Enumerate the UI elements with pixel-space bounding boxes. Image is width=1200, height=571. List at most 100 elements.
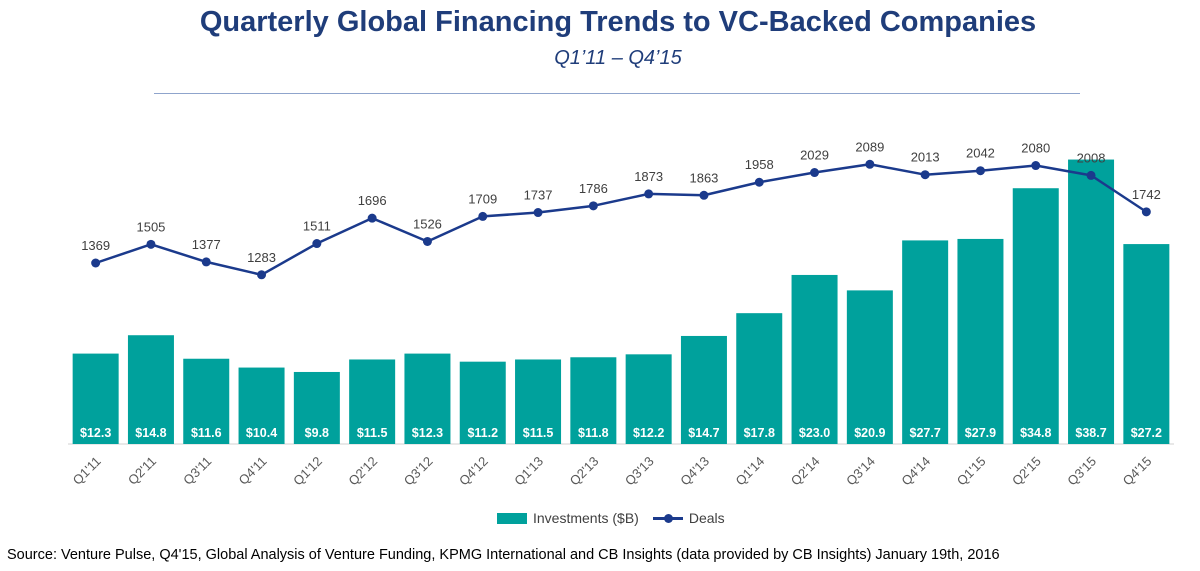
x-tick-label-7: Q4'12	[456, 454, 491, 489]
deals-label-2: 1377	[192, 237, 221, 252]
bar-label-3: $10.4	[246, 426, 277, 440]
deals-label-3: 1283	[247, 250, 276, 265]
deals-point-1	[146, 239, 156, 249]
deals-point-0	[91, 258, 101, 268]
source-note: Source: Venture Pulse, Q4'15, Global Ana…	[7, 547, 1000, 563]
deals-point-18	[1086, 170, 1096, 180]
bar-9	[570, 357, 617, 444]
bar-14	[846, 290, 893, 444]
deals-point-6	[422, 236, 432, 246]
deals-label-12: 1958	[745, 157, 774, 172]
deals-point-19	[1141, 207, 1151, 217]
bar-8	[515, 359, 562, 444]
x-tick-label-14: Q3'14	[843, 454, 878, 489]
x-tick-label-8: Q1'13	[511, 454, 546, 489]
bar-label-14: $20.9	[854, 426, 885, 440]
bar-6	[404, 353, 451, 444]
deals-label-8: 1737	[524, 188, 553, 203]
bar-label-10: $12.2	[633, 426, 664, 440]
deals-label-10: 1873	[634, 169, 663, 184]
bar-0	[72, 353, 119, 444]
title-divider	[154, 93, 1080, 94]
bar-16	[957, 238, 1004, 444]
bar-11	[680, 335, 727, 444]
bar-label-6: $12.3	[412, 426, 443, 440]
deals-label-13: 2029	[800, 148, 829, 163]
bar-label-0: $12.3	[80, 426, 111, 440]
bar-label-19: $27.2	[1131, 426, 1162, 440]
legend-item-investments: Investments ($B)	[497, 510, 639, 526]
legend-swatch-deals	[652, 513, 683, 524]
bar-4	[293, 371, 340, 444]
deals-point-15	[920, 170, 930, 180]
bar-label-16: $27.9	[965, 426, 996, 440]
deals-label-14: 2089	[855, 139, 884, 154]
deals-label-6: 1526	[413, 216, 442, 231]
x-tick-label-13: Q2'14	[788, 454, 823, 489]
bar-label-5: $11.5	[357, 426, 388, 440]
bar-label-13: $23.0	[799, 426, 830, 440]
bar-label-7: $11.2	[467, 426, 498, 440]
bar-13	[791, 274, 838, 444]
deals-point-9	[588, 201, 598, 211]
deals-label-4: 1511	[303, 219, 331, 234]
bar-15	[902, 240, 949, 444]
bar-label-17: $34.8	[1020, 426, 1051, 440]
legend-label-investments: Investments ($B)	[533, 510, 639, 526]
deals-point-17	[1031, 161, 1041, 171]
bar-2	[183, 358, 230, 444]
legend-item-deals: Deals	[652, 510, 725, 526]
legend-label-deals: Deals	[688, 510, 725, 526]
deals-point-10	[644, 189, 654, 199]
x-tick-label-16: Q1'15	[954, 454, 989, 489]
bar-label-8: $11.5	[523, 426, 554, 440]
x-tick-label-5: Q2'12	[345, 454, 380, 489]
bar-5	[349, 359, 396, 444]
bar-label-4: $9.8	[305, 426, 329, 440]
bar-3	[238, 367, 285, 444]
chart-title: Quarterly Global Financing Trends to VC-…	[199, 6, 1037, 38]
x-tick-label-3: Q4'11	[235, 454, 269, 488]
bar-label-2: $11.6	[191, 426, 222, 440]
bar-label-18: $38.7	[1075, 426, 1106, 440]
deals-line	[95, 163, 1148, 277]
deals-point-11	[699, 190, 709, 200]
x-tick-label-0: Q1'11	[70, 454, 104, 488]
x-tick-label-9: Q2'13	[567, 454, 602, 489]
deals-label-5: 1696	[358, 193, 387, 208]
deals-point-4	[312, 239, 322, 249]
deals-point-12	[754, 177, 764, 187]
bar-7	[459, 361, 506, 444]
deals-label-1: 1505	[136, 219, 165, 234]
x-tick-label-10: Q3'13	[622, 454, 657, 489]
deals-label-16: 2042	[966, 146, 995, 161]
deals-label-0: 1369	[81, 238, 110, 253]
x-tick-label-15: Q4'14	[898, 454, 933, 489]
bar-12	[736, 313, 783, 444]
deals-label-9: 1786	[579, 181, 608, 196]
bar-18	[1068, 159, 1115, 444]
deals-point-13	[810, 168, 820, 178]
deals-label-11: 1863	[689, 170, 718, 185]
bar-10	[625, 354, 672, 444]
bar-label-1: $14.8	[135, 426, 166, 440]
bar-19	[1123, 244, 1170, 444]
legend: Investments ($B) Deals	[497, 510, 739, 526]
x-tick-label-4: Q1'12	[290, 454, 325, 489]
deals-point-16	[975, 166, 985, 176]
deals-point-8	[533, 208, 543, 218]
x-tick-label-19: Q4'15	[1120, 454, 1155, 489]
deals-point-2	[201, 257, 211, 267]
x-tick-label-6: Q3'12	[401, 454, 436, 489]
deals-label-15: 2013	[911, 150, 940, 165]
x-tick-label-18: Q3'15	[1064, 454, 1099, 489]
bar-label-15: $27.7	[910, 426, 941, 440]
deals-point-5	[367, 213, 377, 223]
deals-label-18: 2008	[1077, 150, 1106, 165]
deals-label-7: 1709	[468, 191, 497, 206]
x-tick-label-12: Q1'14	[733, 454, 768, 489]
deals-point-7	[478, 211, 488, 221]
bar-label-9: $11.8	[578, 426, 609, 440]
bar-label-12: $17.8	[744, 426, 775, 440]
